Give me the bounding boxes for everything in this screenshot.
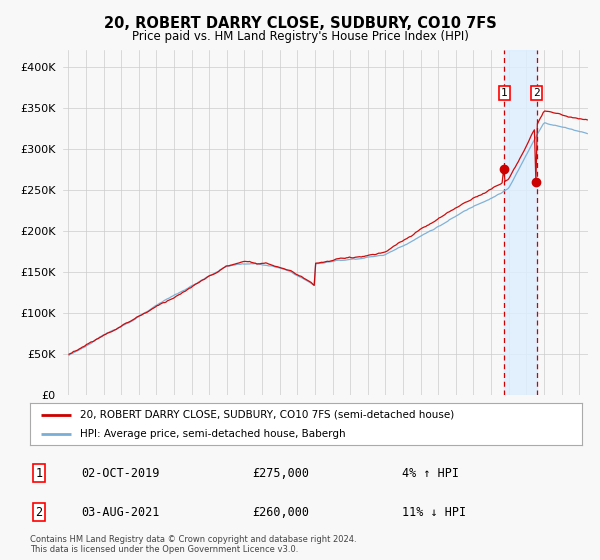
Text: 03-AUG-2021: 03-AUG-2021 <box>81 506 160 519</box>
Text: HPI: Average price, semi-detached house, Babergh: HPI: Average price, semi-detached house,… <box>80 429 346 439</box>
Text: 2: 2 <box>35 506 43 519</box>
Text: £275,000: £275,000 <box>252 466 309 480</box>
Text: 11% ↓ HPI: 11% ↓ HPI <box>402 506 466 519</box>
Bar <box>505 50 536 395</box>
Text: Price paid vs. HM Land Registry's House Price Index (HPI): Price paid vs. HM Land Registry's House … <box>131 30 469 43</box>
Text: Contains HM Land Registry data © Crown copyright and database right 2024.
This d: Contains HM Land Registry data © Crown c… <box>30 535 356 554</box>
Text: £260,000: £260,000 <box>252 506 309 519</box>
Text: 1: 1 <box>501 88 508 98</box>
Text: 20, ROBERT DARRY CLOSE, SUDBURY, CO10 7FS (semi-detached house): 20, ROBERT DARRY CLOSE, SUDBURY, CO10 7F… <box>80 409 454 419</box>
Text: 20, ROBERT DARRY CLOSE, SUDBURY, CO10 7FS: 20, ROBERT DARRY CLOSE, SUDBURY, CO10 7F… <box>104 16 496 31</box>
Text: 4% ↑ HPI: 4% ↑ HPI <box>402 466 459 480</box>
Text: 02-OCT-2019: 02-OCT-2019 <box>81 466 160 480</box>
Text: 1: 1 <box>35 466 43 480</box>
Text: 2: 2 <box>533 88 540 98</box>
